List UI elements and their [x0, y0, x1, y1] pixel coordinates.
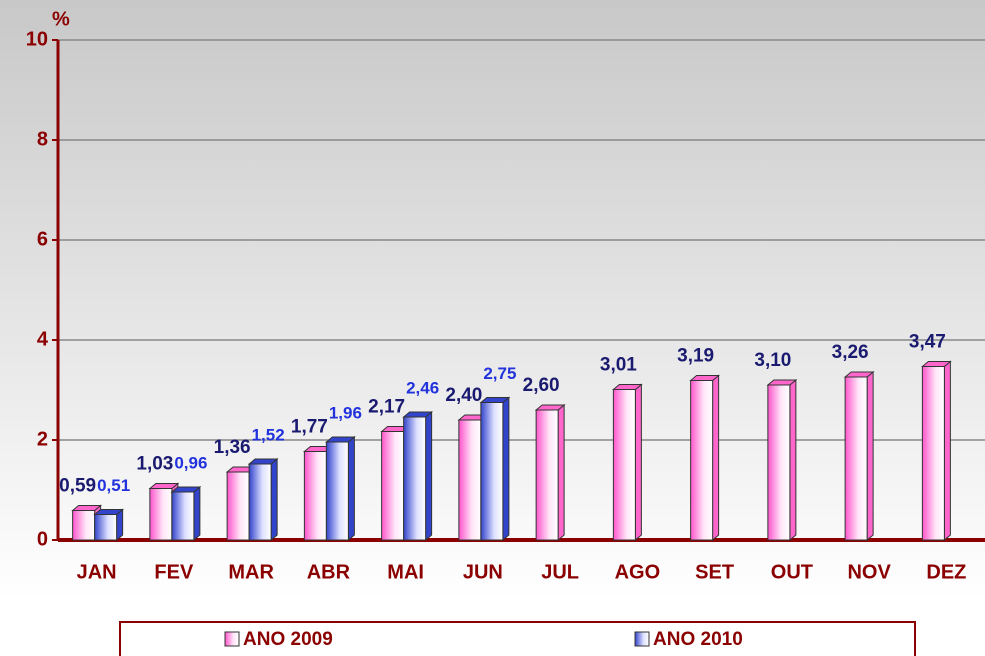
- bar: [843, 370, 875, 542]
- bar-side: [502, 396, 510, 542]
- value-label: 1,77: [291, 417, 328, 438]
- legend-label: ANO 2009: [243, 629, 333, 650]
- bar-front: [72, 510, 96, 541]
- x-tick-label: NOV: [847, 561, 891, 583]
- value-label: 1,96: [329, 403, 362, 422]
- bar-front: [303, 451, 327, 541]
- y-axis-label: %: [52, 8, 70, 30]
- bar-front: [149, 488, 173, 541]
- bar: [920, 360, 952, 542]
- x-tick-label: SET: [695, 561, 734, 583]
- y-tick-label: 4: [37, 328, 49, 350]
- value-label: 1,03: [136, 454, 173, 475]
- x-tick-label: FEV: [154, 561, 194, 583]
- bar: [93, 508, 125, 542]
- value-label: 3,19: [677, 346, 714, 367]
- bar-front: [844, 376, 868, 541]
- bar-front: [325, 441, 349, 541]
- value-label: 1,36: [214, 437, 251, 458]
- value-label: 0,96: [174, 453, 207, 472]
- value-label: 0,51: [97, 476, 130, 495]
- bar: [534, 403, 566, 542]
- bar-front: [458, 419, 482, 541]
- value-label: 2,46: [406, 378, 439, 397]
- x-tick-label: MAR: [228, 561, 274, 583]
- bar-side: [789, 378, 797, 542]
- bar-front: [690, 380, 714, 541]
- bar: [611, 383, 643, 542]
- bar: [324, 435, 356, 542]
- bar: [170, 485, 202, 542]
- bar: [689, 374, 721, 542]
- x-tick-label: DEZ: [926, 561, 966, 583]
- bar-side: [425, 410, 433, 542]
- bar-front: [226, 471, 250, 541]
- legend-label: ANO 2010: [653, 629, 743, 650]
- bar-side: [943, 360, 951, 542]
- bar-front: [535, 409, 559, 541]
- value-label: 3,10: [754, 350, 791, 371]
- bar-front: [381, 431, 405, 541]
- value-label: 3,26: [832, 342, 869, 363]
- legend-box: [119, 621, 916, 656]
- bar: [402, 410, 434, 542]
- value-label: 2,40: [445, 385, 482, 406]
- value-label: 3,01: [600, 355, 637, 376]
- bar: [766, 378, 798, 542]
- bar-side: [347, 435, 355, 542]
- bar-front: [248, 463, 272, 541]
- bar-front: [480, 402, 504, 541]
- value-label: 2,60: [523, 375, 560, 396]
- value-label: 3,47: [909, 332, 946, 353]
- x-tick-label: ABR: [307, 561, 351, 583]
- y-tick-label: 8: [37, 128, 48, 150]
- bar-front: [767, 384, 791, 541]
- x-tick-label: JAN: [77, 561, 117, 583]
- value-label: 2,75: [483, 364, 516, 383]
- y-tick-label: 0: [37, 528, 48, 550]
- value-label: 0,59: [59, 476, 96, 497]
- legend-swatch: [224, 631, 240, 647]
- bar-front: [612, 389, 636, 541]
- bar-front: [921, 366, 945, 541]
- x-tick-label: AGO: [615, 561, 661, 583]
- x-tick-label: OUT: [771, 561, 813, 583]
- bar-side: [270, 457, 278, 542]
- bar-side: [557, 403, 565, 542]
- x-tick-label: MAI: [387, 561, 424, 583]
- bar-side: [193, 485, 201, 542]
- x-tick-label: JUL: [541, 561, 579, 583]
- legend-swatch: [634, 631, 650, 647]
- value-label: 2,17: [368, 397, 405, 418]
- bar-front: [403, 416, 427, 541]
- bar-front: [94, 514, 118, 541]
- bar-side: [866, 370, 874, 542]
- y-tick-label: 2: [37, 428, 48, 450]
- y-tick-label: 10: [26, 28, 48, 50]
- bar: [247, 457, 279, 542]
- bar-side: [712, 374, 720, 542]
- bar-front: [171, 491, 195, 541]
- bar: [479, 396, 511, 542]
- x-tick-label: JUN: [463, 561, 503, 583]
- y-tick-label: 6: [37, 228, 48, 250]
- bar-side: [634, 383, 642, 542]
- value-label: 1,52: [252, 425, 285, 444]
